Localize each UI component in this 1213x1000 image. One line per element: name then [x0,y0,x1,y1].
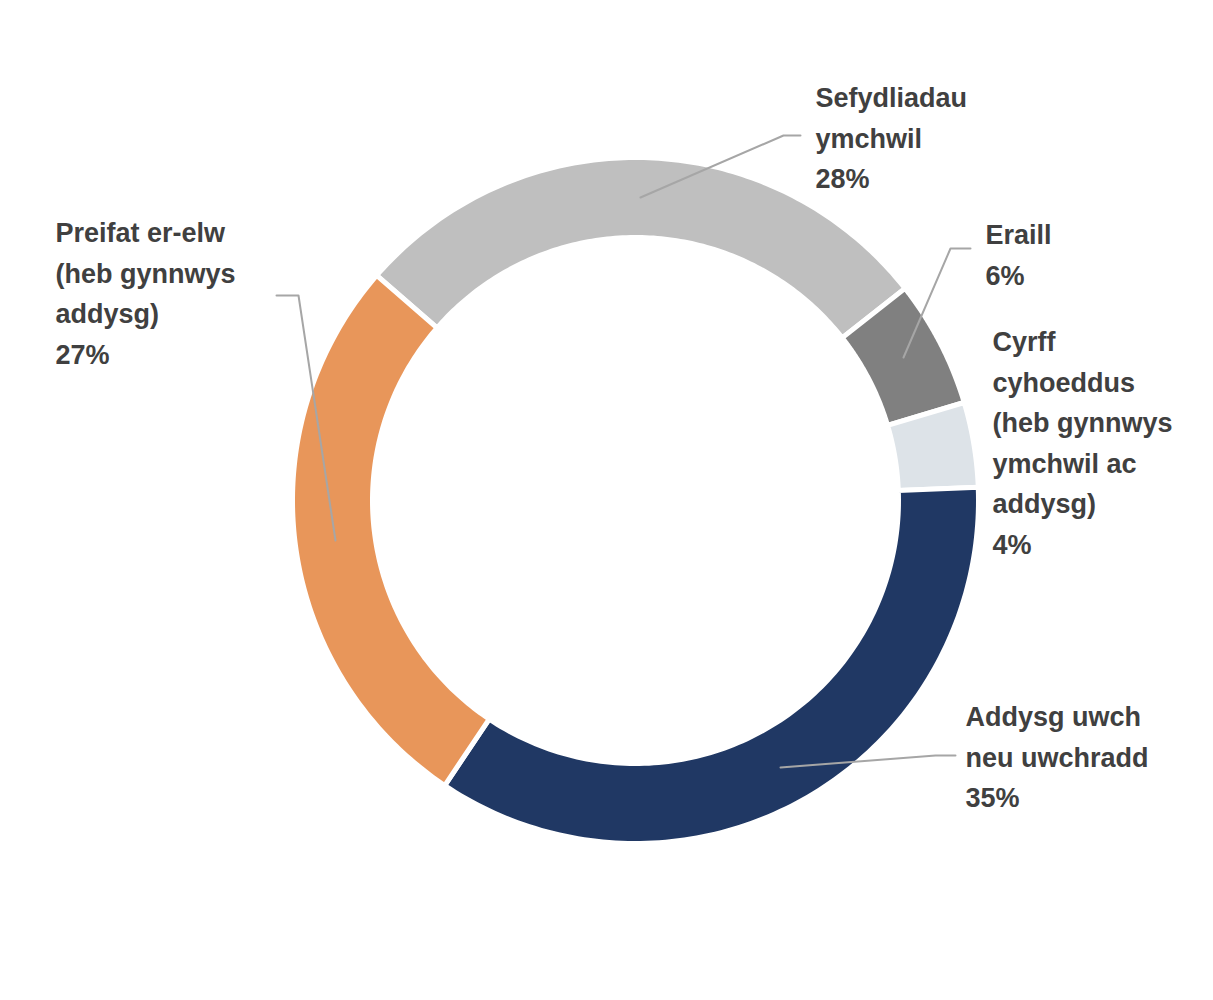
svg-text:Sefydliadauymchwil28%: Sefydliadauymchwil28% [816,83,968,194]
svg-text:Addysg uwchneu uwchradd35%: Addysg uwchneu uwchradd35% [966,702,1149,813]
svg-text:Preifat er-elw(heb gynnwysaddy: Preifat er-elw(heb gynnwysaddysg)27% [56,218,236,370]
svg-text:Cyrffcyhoeddus(heb gynnwysymch: Cyrffcyhoeddus(heb gynnwysymchwil acaddy… [993,327,1173,560]
svg-text:Eraill6%: Eraill6% [986,220,1052,291]
